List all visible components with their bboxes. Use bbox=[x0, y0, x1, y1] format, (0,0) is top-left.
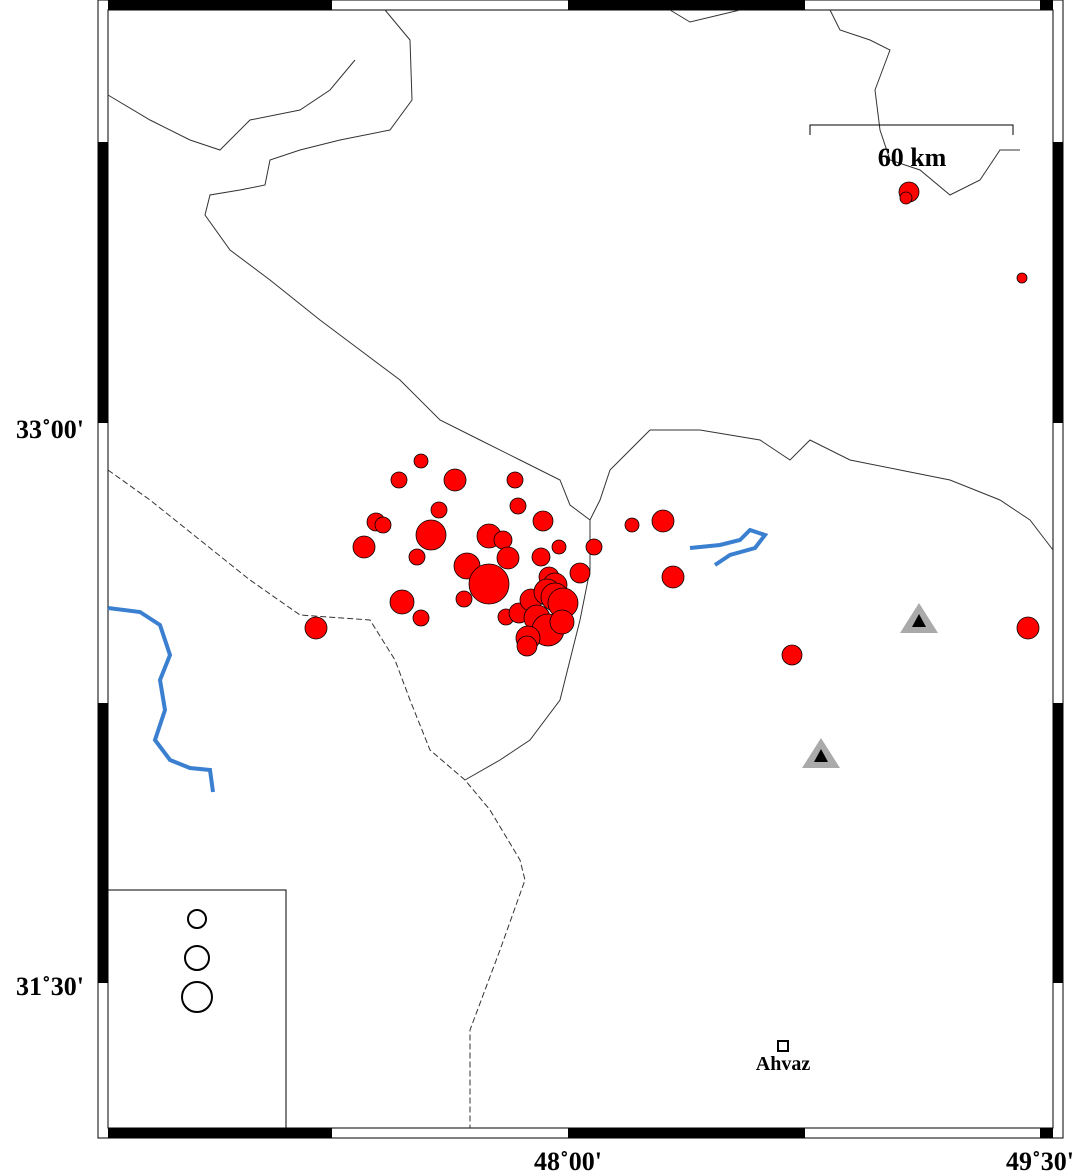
earthquake bbox=[408, 548, 426, 566]
rivers bbox=[107, 527, 769, 793]
earthquake bbox=[443, 468, 467, 492]
earthquakes bbox=[304, 181, 1040, 666]
stations bbox=[802, 603, 938, 768]
earthquake bbox=[531, 547, 551, 567]
earthquake bbox=[781, 644, 803, 666]
earthquake bbox=[506, 471, 524, 489]
earthquake bbox=[352, 535, 376, 559]
earthquake bbox=[516, 635, 538, 657]
earthquake bbox=[1016, 616, 1040, 640]
earthquake bbox=[532, 510, 554, 532]
earthquake bbox=[651, 509, 675, 533]
legend-circles bbox=[181, 909, 213, 1013]
city-label: Ahvaz bbox=[756, 1053, 811, 1075]
city-marker bbox=[777, 1040, 789, 1052]
earthquake bbox=[389, 589, 415, 615]
earthquake bbox=[551, 539, 567, 555]
earthquake bbox=[455, 590, 473, 608]
lon-label: 48˚00' bbox=[534, 1147, 602, 1176]
earthquake bbox=[899, 191, 913, 205]
earthquake bbox=[1016, 272, 1028, 284]
earthquake bbox=[493, 530, 513, 550]
earthquake bbox=[415, 519, 447, 551]
earthquake bbox=[549, 609, 575, 635]
boundaries bbox=[107, 9, 1054, 1128]
earthquake bbox=[496, 546, 520, 570]
lon-label: 49˚30' bbox=[1006, 1147, 1074, 1176]
earthquake bbox=[304, 616, 328, 640]
earthquake bbox=[374, 516, 392, 534]
lat-label: 31˚30' bbox=[16, 972, 84, 1001]
scale-bar bbox=[809, 124, 1014, 135]
earthquake bbox=[624, 517, 640, 533]
scale-label: 60 km bbox=[878, 143, 947, 172]
earthquake bbox=[569, 562, 591, 584]
earthquake bbox=[661, 565, 685, 589]
lat-label: 33˚00' bbox=[16, 415, 84, 444]
earthquake bbox=[509, 497, 527, 515]
frame-ticks bbox=[98, 0, 1063, 1138]
earthquake bbox=[468, 563, 510, 605]
earthquake bbox=[585, 538, 603, 556]
earthquake bbox=[413, 453, 429, 469]
earthquake bbox=[430, 501, 448, 519]
earthquake bbox=[390, 471, 408, 489]
earthquake bbox=[412, 609, 430, 627]
